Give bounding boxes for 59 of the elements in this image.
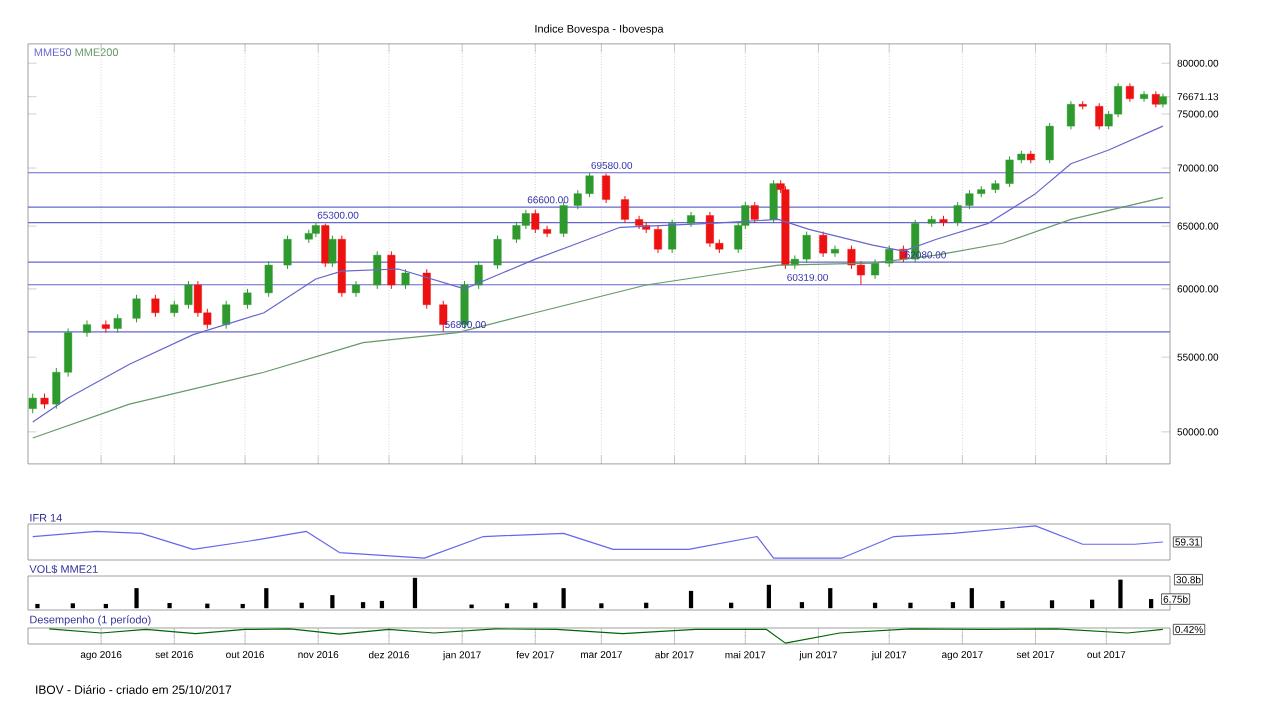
bar [950, 602, 956, 609]
bar [504, 603, 510, 609]
line-series [32, 125, 1164, 423]
candlestick [132, 294, 141, 323]
bar [688, 590, 694, 609]
candlestick [1125, 82, 1134, 103]
bar [1049, 600, 1055, 609]
candlestick [819, 231, 828, 258]
candlestick [387, 250, 396, 290]
bar [360, 602, 366, 609]
candlestick [328, 235, 337, 268]
candlestick [83, 319, 91, 338]
candlestick [243, 288, 252, 310]
bar [1149, 599, 1154, 609]
candlestick [184, 280, 193, 310]
bar [134, 588, 139, 609]
bar [70, 603, 75, 609]
bar [35, 603, 40, 609]
candlestick [602, 173, 611, 204]
candlestick [1045, 122, 1054, 164]
bar [766, 584, 772, 609]
candlestick [830, 245, 839, 258]
candlestick [1095, 102, 1104, 130]
bar [379, 600, 385, 609]
bar [1000, 600, 1005, 609]
bar [412, 577, 418, 609]
candlestick [28, 393, 37, 414]
bar [908, 602, 913, 609]
line-series [32, 197, 1164, 439]
candlestick [493, 235, 502, 270]
candlestick [750, 201, 759, 224]
candlestick [321, 223, 330, 268]
candlestick [668, 219, 677, 254]
bar [1118, 579, 1123, 609]
candlestick [474, 260, 483, 290]
candlestick [264, 260, 273, 298]
bar [599, 603, 604, 609]
bar [828, 588, 833, 609]
candlestick [871, 258, 880, 280]
bar [330, 595, 335, 609]
candlestick [769, 179, 778, 224]
candlestick [373, 250, 382, 290]
candlestick [620, 195, 629, 224]
candlestick [222, 300, 231, 330]
candlestick [559, 201, 568, 238]
bar [969, 588, 974, 609]
candlestick [422, 268, 431, 310]
candlestick [101, 319, 110, 334]
candlestick [1066, 100, 1075, 130]
bar [561, 588, 566, 609]
candlestick [401, 268, 410, 290]
bar [264, 588, 269, 609]
candlestick [439, 300, 448, 333]
candlestick [1140, 90, 1149, 103]
candlestick [151, 294, 160, 318]
candlestick [283, 235, 292, 270]
bar [799, 602, 805, 609]
candlestick [113, 313, 122, 334]
bar [167, 603, 172, 609]
